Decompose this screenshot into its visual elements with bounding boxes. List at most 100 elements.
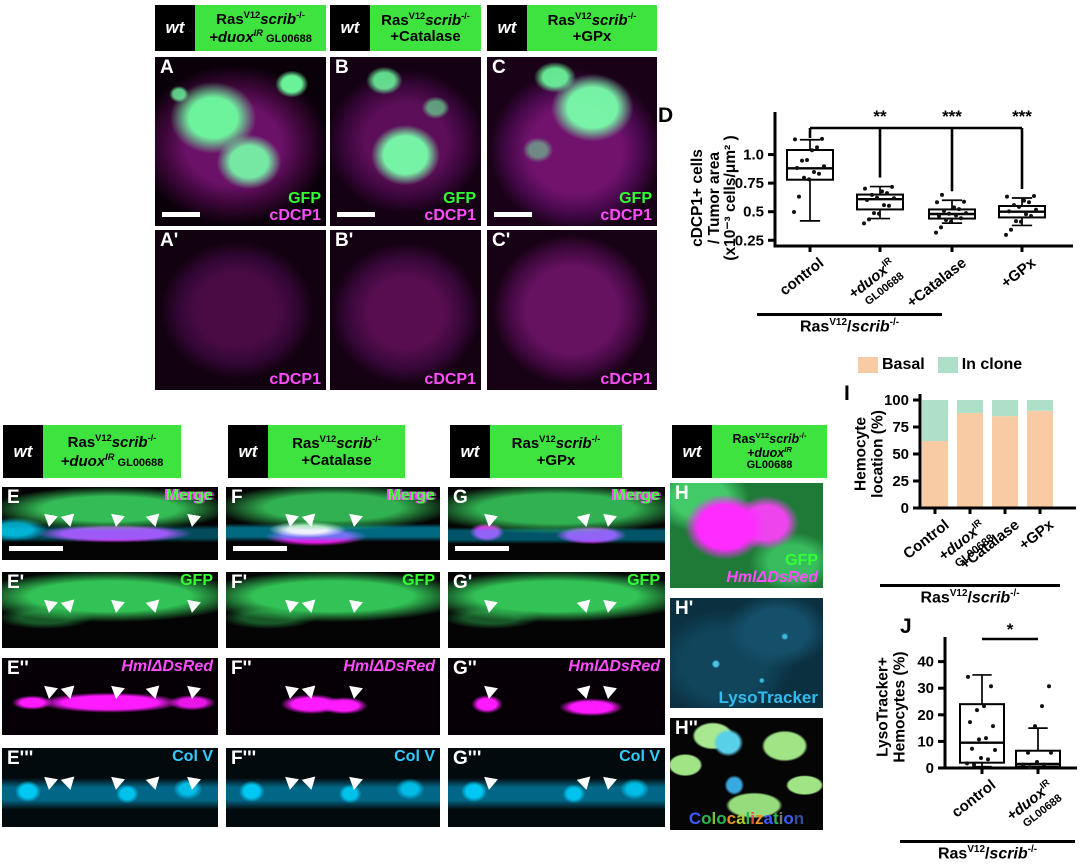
arrowhead-icon — [109, 686, 125, 701]
arrowhead-icon — [601, 776, 617, 792]
scale-bar — [162, 212, 200, 217]
panel-C-image: C GFP cDCP1 — [487, 57, 657, 226]
arrowhead-icon — [184, 513, 201, 528]
arrowhead-icon — [109, 599, 125, 614]
hml-dsred-channel-label: HmlΔDsRed — [121, 658, 213, 675]
arrowhead-icon — [42, 513, 58, 528]
colocalization-label: Colocalization — [688, 809, 805, 828]
arrowhead-icon — [109, 776, 125, 792]
panel-G-dblprime-hml-image: G'' HmlΔDsRed — [448, 658, 665, 735]
genotype-header-duox: wt RasV12scrib-/- +duoxIR GL00688 — [155, 5, 326, 51]
cdcp1-channel-label: cDCP1 — [424, 370, 476, 388]
wt-label: wt — [3, 425, 43, 478]
svg-text:50: 50 — [892, 446, 909, 463]
panel-letter: J — [900, 615, 912, 638]
genotype-header-catalase: wt RasV12scrib-/- +Catalase — [330, 5, 481, 51]
arrowhead-icon — [347, 776, 363, 792]
svg-text:75: 75 — [892, 419, 909, 436]
panel-H-image: H GFP HmlΔDsRed — [670, 483, 823, 588]
arrowhead-icon — [184, 599, 201, 614]
genotype-box: RasV12scrib-/- +duoxIR GL00688 — [195, 5, 326, 51]
svg-text:20: 20 — [917, 707, 934, 724]
arrowhead-icon — [301, 685, 319, 701]
genotype-header-duox-xsec: wt RasV12scrib-/- +duoxIR GL00688 — [3, 425, 181, 478]
gfp-channel-label: GFP — [627, 572, 660, 589]
svg-text:***: *** — [942, 107, 962, 126]
svg-text:100: 100 — [884, 392, 909, 409]
legend-swatch-basal — [858, 357, 878, 373]
panel-G-prime-gfp-image: G' GFP — [448, 572, 665, 648]
group-underline — [900, 840, 1075, 843]
legend: Basal In clone — [858, 356, 1035, 374]
group-genotype-label: RasV12/scrib-/- — [757, 313, 942, 336]
cdcp1-channel-label: cDCP1 — [600, 370, 652, 388]
arrowhead-icon — [184, 686, 201, 701]
arrowhead-icon — [282, 776, 299, 792]
arrowhead-icon — [301, 599, 319, 615]
arrowhead-icon — [347, 686, 363, 701]
gfp-channel-label: GFP — [402, 572, 435, 589]
panel-B-prime-image: B' cDCP1 — [330, 230, 481, 390]
scale-bar — [233, 546, 287, 551]
svg-text:0: 0 — [926, 760, 934, 777]
arrowhead-icon — [282, 686, 299, 701]
col-v-channel-label: Col V — [394, 748, 435, 765]
chart-lysotracker-boxplot: J LysoTracker+ Hemocytes (%) 0 10 20 30 40 * c… — [870, 615, 1080, 867]
arrowhead-icon — [601, 686, 617, 701]
panel-B-image: B GFP cDCP1 — [330, 57, 481, 226]
arrowhead-icon — [481, 513, 498, 528]
arrowhead-icon — [576, 599, 594, 615]
arrowhead-icon — [184, 776, 201, 792]
arrowhead-icon — [145, 776, 162, 792]
arrowhead-icon — [481, 686, 498, 701]
cdcp1-channel-label: cDCP1 — [269, 206, 321, 224]
arrowhead-icon — [601, 599, 617, 614]
wt-label: wt — [672, 425, 712, 478]
svg-text:**: ** — [873, 107, 887, 126]
legend-item-basal: Basal — [858, 356, 925, 374]
group-genotype-label: RasV12/scrib-/- — [900, 840, 1075, 863]
gfp-channel-label: GFP — [443, 190, 476, 208]
scale-bar — [455, 546, 509, 551]
arrowhead-icon — [347, 513, 363, 528]
merge-channel-label: Merge — [165, 487, 213, 504]
panel-F-triprime-colv-image: F''' Col V — [226, 748, 440, 827]
arrowhead-icon — [145, 685, 162, 701]
scale-bar — [337, 212, 375, 217]
panel-E-prime-gfp-image: E' GFP — [2, 572, 218, 648]
scale-bar — [494, 212, 532, 217]
gfp-channel-label: GFP — [785, 552, 818, 570]
col-v-channel-label: Col V — [172, 748, 213, 765]
arrowhead-icon — [601, 513, 617, 528]
cdcp1-channel-label: cDCP1 — [424, 206, 476, 224]
svg-text:0: 0 — [901, 500, 909, 517]
panel-E-dblprime-hml-image: E'' HmlΔDsRed — [2, 658, 218, 735]
arrowhead-icon — [61, 599, 78, 615]
chart-cdcp1-boxplot: D cDCP1+ cells / Tumor area (x10⁻³ cells… — [655, 98, 1080, 348]
treatment-line: +duoxIR GL00688 — [209, 28, 312, 46]
panel-A-prime-image: A' cDCP1 — [155, 230, 326, 390]
panel-F-prime-gfp-image: F' GFP — [226, 572, 440, 648]
svg-text:***: *** — [1012, 107, 1032, 126]
svg-text:0.75: 0.75 — [735, 175, 764, 192]
arrowhead-icon — [282, 513, 299, 528]
svg-text:30: 30 — [917, 680, 934, 697]
panel-C-prime-image: C' cDCP1 — [487, 230, 657, 390]
wt-label: wt — [228, 425, 268, 478]
arrowhead-icon — [301, 776, 319, 792]
arrowhead-icon — [145, 513, 162, 529]
wt-label: wt — [450, 425, 490, 478]
arrowhead-icon — [42, 599, 58, 614]
group-underline — [880, 584, 1060, 587]
genotype-line1: RasV12scrib-/- — [216, 9, 305, 28]
wt-label: wt — [330, 5, 370, 51]
merge-channel-label: Merge — [612, 487, 660, 504]
arrowhead-icon — [576, 513, 594, 529]
arrowhead-icon — [481, 776, 498, 792]
hml-dsred-channel-label: HmlΔDsRed — [568, 658, 660, 675]
group-genotype-label: RasV12/scrib-/- — [880, 584, 1060, 607]
merge-channel-label: Merge — [387, 487, 435, 504]
genotype-header-gpx-xsec: wt RasV12scrib-/- +GPx — [450, 425, 622, 478]
panel-letter: I — [844, 382, 850, 405]
